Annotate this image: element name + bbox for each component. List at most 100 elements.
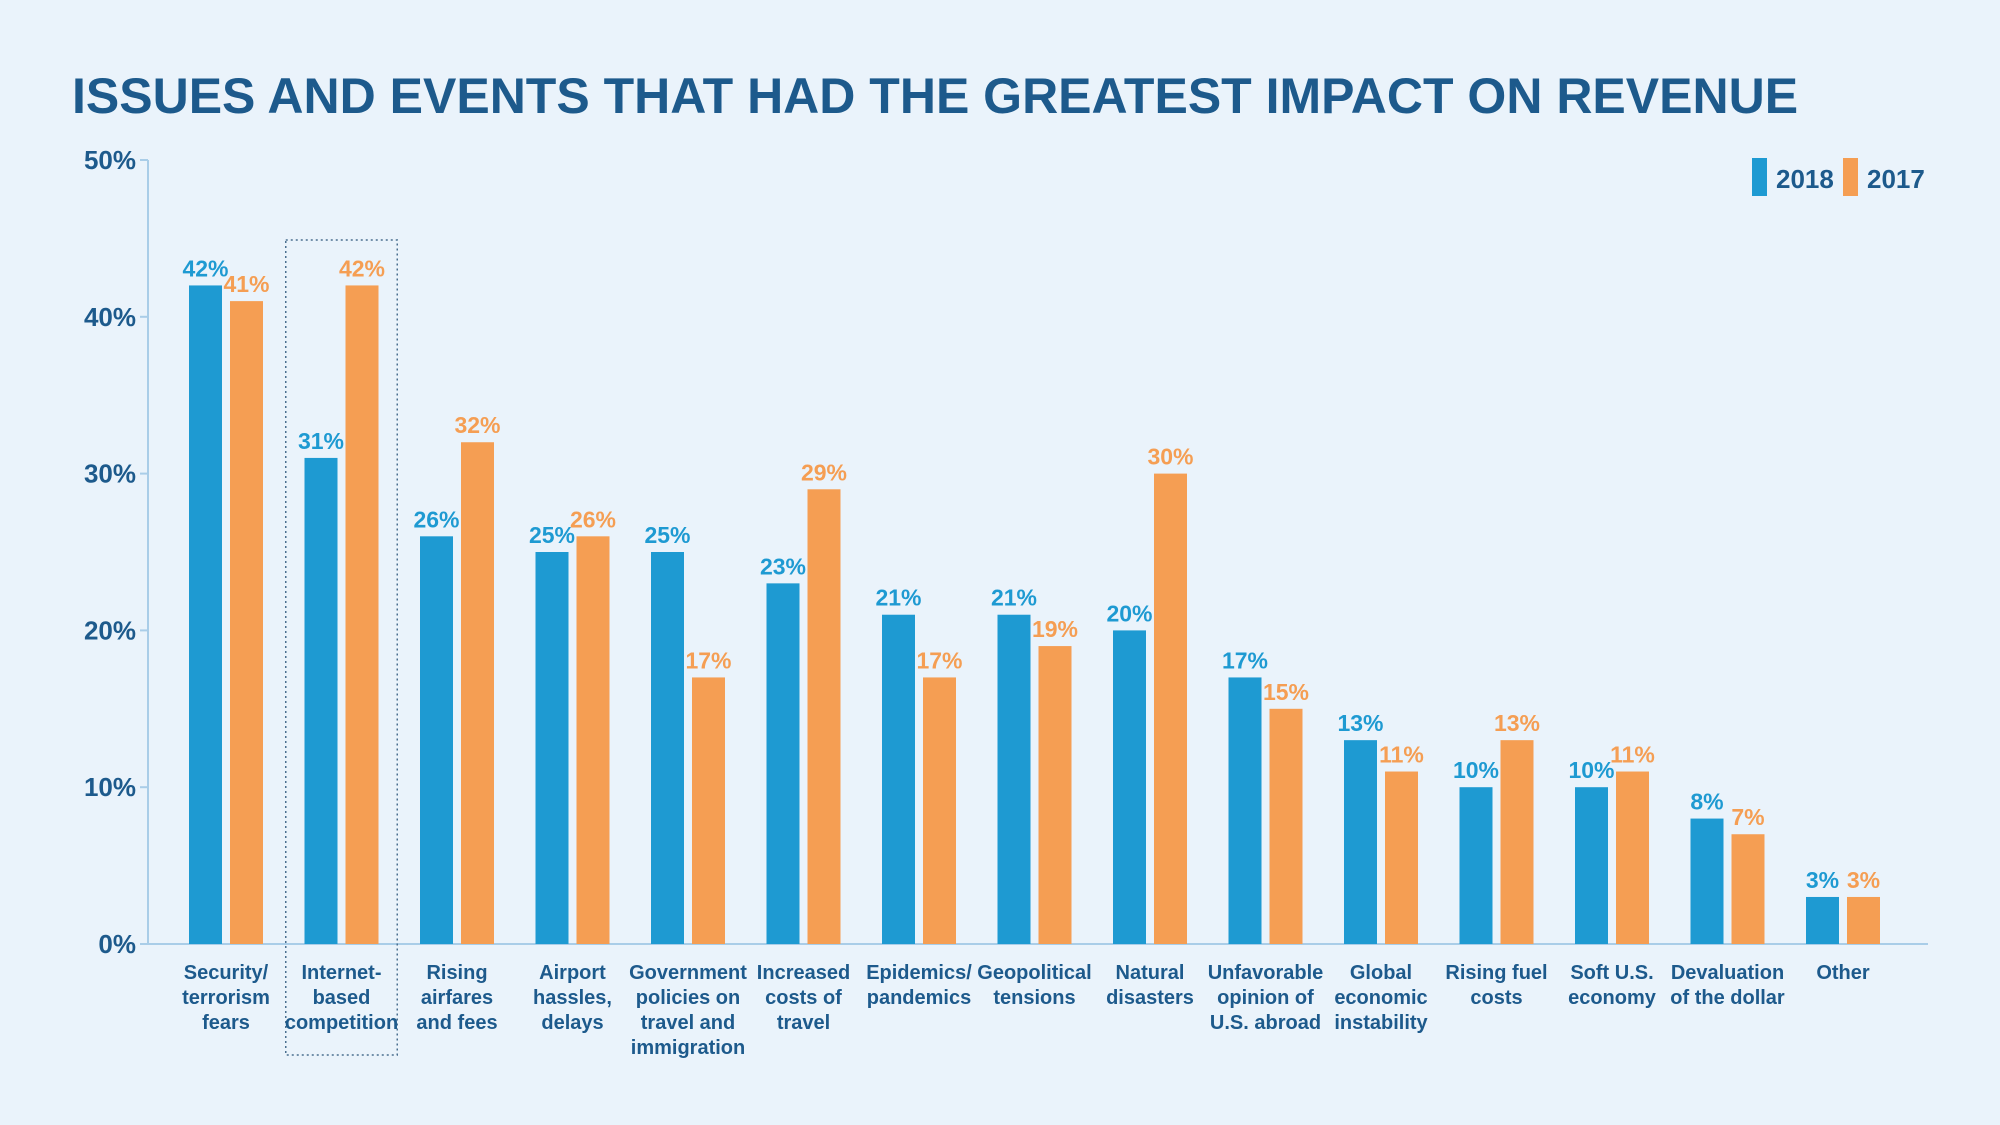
category-label-line: and fees (416, 1012, 497, 1034)
category-label-line: Devaluation (1671, 962, 1784, 984)
data-label-2017-4: 17% (685, 647, 731, 673)
category-label-line: of the dollar (1670, 987, 1785, 1009)
y-tick-label: 0% (98, 929, 136, 959)
bar-2017-5 (807, 489, 841, 944)
category-label-5: Increased costs of travel (757, 962, 850, 1034)
category-label-line: disasters (1106, 987, 1194, 1009)
y-tick-label: 50% (84, 145, 136, 175)
bar-2017-12 (1616, 771, 1649, 944)
data-label-2017-12: 11% (1610, 742, 1655, 768)
bar-2017-14 (1847, 896, 1880, 944)
category-label-line: economic (1334, 987, 1427, 1009)
bar-2017-0 (230, 301, 263, 944)
category-label-0: Security/terrorism fears (182, 962, 270, 1034)
bar-2017-6 (923, 677, 956, 944)
category-label-line: travel (777, 1012, 830, 1034)
bar-2017-4 (692, 677, 725, 944)
category-label-line: terrorism (182, 987, 270, 1009)
bar-2017-2 (461, 442, 494, 944)
bar-2017-13 (1731, 834, 1765, 944)
bar-2017-1 (345, 285, 379, 944)
category-label-13: Devaluation of the dollar (1670, 962, 1785, 1009)
bar-2018-2 (420, 536, 453, 944)
bar-2018-3 (535, 552, 569, 944)
bar-2018-8 (1113, 630, 1146, 944)
legend-label-2017: 2017 (1867, 164, 1925, 194)
category-label-14: Other (1816, 962, 1870, 984)
data-label-2018-9: 17% (1222, 647, 1268, 673)
category-label-4: Government policies on travel and immigrati… (629, 962, 747, 1059)
bar-2017-11 (1500, 740, 1534, 944)
category-label-line: opinion of (1217, 987, 1314, 1009)
category-label-line: airfares (421, 987, 493, 1009)
data-label-2018-2: 26% (413, 506, 459, 532)
category-label-line: Rising fuel (1445, 962, 1547, 984)
category-label-line: immigration (631, 1037, 745, 1059)
legend-swatch-2018 (1752, 158, 1767, 196)
category-label-line: Global (1350, 962, 1412, 984)
bar-2018-14 (1806, 896, 1839, 944)
data-label-2018-14: 3% (1806, 867, 1839, 893)
data-label-2018-11: 10% (1453, 757, 1499, 783)
bar-2018-0 (189, 285, 222, 944)
category-label-11: Rising fuel costs (1445, 962, 1547, 1009)
bars (189, 285, 1880, 944)
data-label-2017-1: 42% (339, 255, 385, 281)
category-label-7: Geopolitical tensions (977, 962, 1091, 1009)
category-label-9: Unfavorable opinion of U.S. abroad (1208, 962, 1324, 1034)
bar-2018-5 (766, 583, 800, 944)
bar-2018-11 (1459, 787, 1493, 944)
y-tick-label: 40% (84, 302, 136, 332)
category-label-line: economy (1568, 987, 1657, 1009)
highlight-box (285, 239, 398, 1056)
category-label-line: costs of (765, 987, 842, 1009)
chart-title: ISSUES AND EVENTS THAT HAD THE GREATEST … (72, 68, 1798, 124)
category-label-12: Soft U.S. economy (1568, 962, 1657, 1009)
category-label-2: Rising airfares and fees (416, 962, 497, 1034)
data-label-2017-9: 15% (1263, 679, 1309, 705)
category-label-1: Internet-based competition (285, 962, 398, 1034)
category-label-line: competition (285, 1012, 398, 1034)
category-label-line: Rising (426, 962, 487, 984)
category-label-line: Epidemics/ (866, 962, 972, 984)
y-tick-label: 20% (84, 615, 136, 645)
bar-2017-10 (1385, 771, 1418, 944)
bar-2018-7 (997, 614, 1031, 944)
data-label-2017-2: 32% (454, 412, 500, 438)
category-label-line: fears (202, 1012, 250, 1034)
category-label-8: Natural disasters (1106, 962, 1194, 1009)
category-labels: Security/terrorism fears Internet-based com… (182, 962, 1870, 1059)
bar-2018-4 (651, 552, 684, 944)
data-label-2017-0: 41% (223, 271, 269, 297)
bar-2017-3 (576, 536, 610, 944)
category-label-line: Security/ (184, 962, 269, 984)
category-label-line: Internet- (302, 962, 382, 984)
bar-2018-13 (1690, 818, 1724, 944)
data-label-2018-4: 25% (644, 522, 690, 548)
data-label-2017-6: 17% (916, 647, 962, 673)
category-label-line: based (313, 987, 371, 1009)
category-label-line: instability (1334, 1012, 1428, 1034)
data-label-2018-3: 25% (529, 522, 575, 548)
bar-2017-8 (1154, 473, 1187, 944)
category-label-line: Soft U.S. (1570, 962, 1653, 984)
category-label-line: costs (1470, 987, 1522, 1009)
bar-2017-7 (1038, 646, 1072, 944)
legend-swatch-2017 (1843, 158, 1858, 196)
category-label-line: tensions (993, 987, 1075, 1009)
data-labels: 42%41%31%42%26%32%25%26%25%17%23%29%21%1… (182, 255, 1880, 893)
legend-label-2018: 2018 (1776, 164, 1834, 194)
data-label-2018-6: 21% (875, 585, 921, 611)
data-label-2018-1: 31% (298, 428, 344, 454)
category-label-line: Government (629, 962, 747, 984)
category-label-line: hassles, (533, 987, 612, 1009)
category-label-line: Airport (539, 962, 606, 984)
data-label-2017-11: 13% (1494, 710, 1540, 736)
y-tick-label: 10% (84, 772, 136, 802)
data-label-2018-8: 20% (1106, 600, 1152, 626)
data-label-2017-8: 30% (1147, 444, 1193, 470)
category-label-line: policies on (636, 987, 740, 1009)
category-label-3: Airport hassles, delays (533, 962, 612, 1034)
data-label-2017-14: 3% (1847, 867, 1880, 893)
